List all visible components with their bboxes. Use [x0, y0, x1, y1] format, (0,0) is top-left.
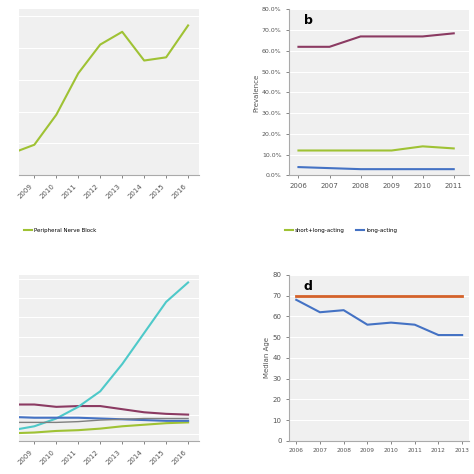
Line: Hypnotics: Hypnotics [12, 404, 188, 415]
Hypnotics [97, 403, 103, 409]
long-acting [451, 166, 456, 172]
Ketamine [75, 428, 81, 433]
Ketamine [141, 422, 147, 428]
Peripheral Nerve Block [54, 112, 59, 118]
Ketamine [163, 420, 169, 426]
Gabapentinoids [54, 416, 59, 421]
Gabapentinoids [119, 361, 125, 367]
Legend: short+long-acting, long-acting: short+long-acting, long-acting [283, 226, 399, 236]
Opioid U [317, 310, 323, 315]
short+long-acting [420, 144, 426, 149]
Y-axis label: Prevalence: Prevalence [253, 73, 259, 111]
long-acting [420, 166, 426, 172]
Ketamine [54, 428, 59, 434]
Gabapentinoids [9, 428, 15, 433]
Age [436, 293, 441, 299]
Opioid U [365, 322, 370, 328]
Legend: Peripheral Nerve Block: Peripheral Nerve Block [22, 226, 99, 236]
Line: Peripheral Nerve Block: Peripheral Nerve Block [12, 26, 188, 153]
Ketamine [119, 423, 125, 429]
Peripheral Nerve Block [9, 150, 15, 156]
Peripheral Nerve Block [97, 42, 103, 47]
Hypnotics [163, 411, 169, 417]
Ketamine [185, 419, 191, 425]
short+long-acting [358, 148, 364, 154]
Age [341, 293, 346, 299]
Line: short+long-acting: short+long-acting [299, 146, 454, 151]
Gabapentinoids [163, 299, 169, 305]
Text: d: d [303, 280, 312, 293]
short+long-acting [296, 148, 301, 154]
Age [317, 293, 323, 299]
long-acting [327, 165, 332, 171]
Opioid U [436, 332, 441, 338]
Hypnotics [31, 401, 37, 407]
short+long-acting [389, 148, 394, 154]
Y-axis label: Median Age: Median Age [264, 337, 270, 378]
Hypnotics [185, 412, 191, 418]
Gabapentinoids [31, 423, 37, 429]
Line: Opioid U: Opioid U [296, 300, 462, 335]
Opioid U [459, 332, 465, 338]
Ketamine [97, 426, 103, 431]
Text: b: b [303, 15, 312, 27]
Hypnotics [75, 403, 81, 409]
Hypnotics [9, 401, 15, 407]
long-acting [358, 166, 364, 172]
Age [293, 293, 299, 299]
Gabapentinoids [185, 280, 191, 285]
Line: Ketamine: Ketamine [12, 422, 188, 433]
Age [388, 293, 394, 299]
Hypnotics [141, 410, 147, 415]
Peripheral Nerve Block [119, 29, 125, 35]
long-acting [296, 164, 301, 170]
Opioid U [293, 297, 299, 303]
Gabapentinoids [97, 389, 103, 394]
Peripheral Nerve Block [31, 142, 37, 147]
Line: long-acting: long-acting [299, 167, 454, 169]
short+long-acting [451, 146, 456, 151]
Hypnotics [54, 404, 59, 410]
Age [365, 293, 370, 299]
Line: Gabapentinoids: Gabapentinoids [12, 283, 188, 430]
Hypnotics [119, 406, 125, 412]
Gabapentinoids [75, 404, 81, 410]
short+long-acting [327, 148, 332, 154]
Gabapentinoids [141, 330, 147, 336]
Peripheral Nerve Block [75, 71, 81, 76]
Peripheral Nerve Block [141, 58, 147, 64]
Opioid U [341, 307, 346, 313]
Age [412, 293, 418, 299]
Peripheral Nerve Block [163, 55, 169, 60]
Opioid U [412, 322, 418, 328]
long-acting [389, 166, 394, 172]
Opioid U [388, 320, 394, 326]
Ketamine [31, 429, 37, 435]
Peripheral Nerve Block [185, 23, 191, 28]
Ketamine [9, 430, 15, 436]
Age [459, 293, 465, 299]
